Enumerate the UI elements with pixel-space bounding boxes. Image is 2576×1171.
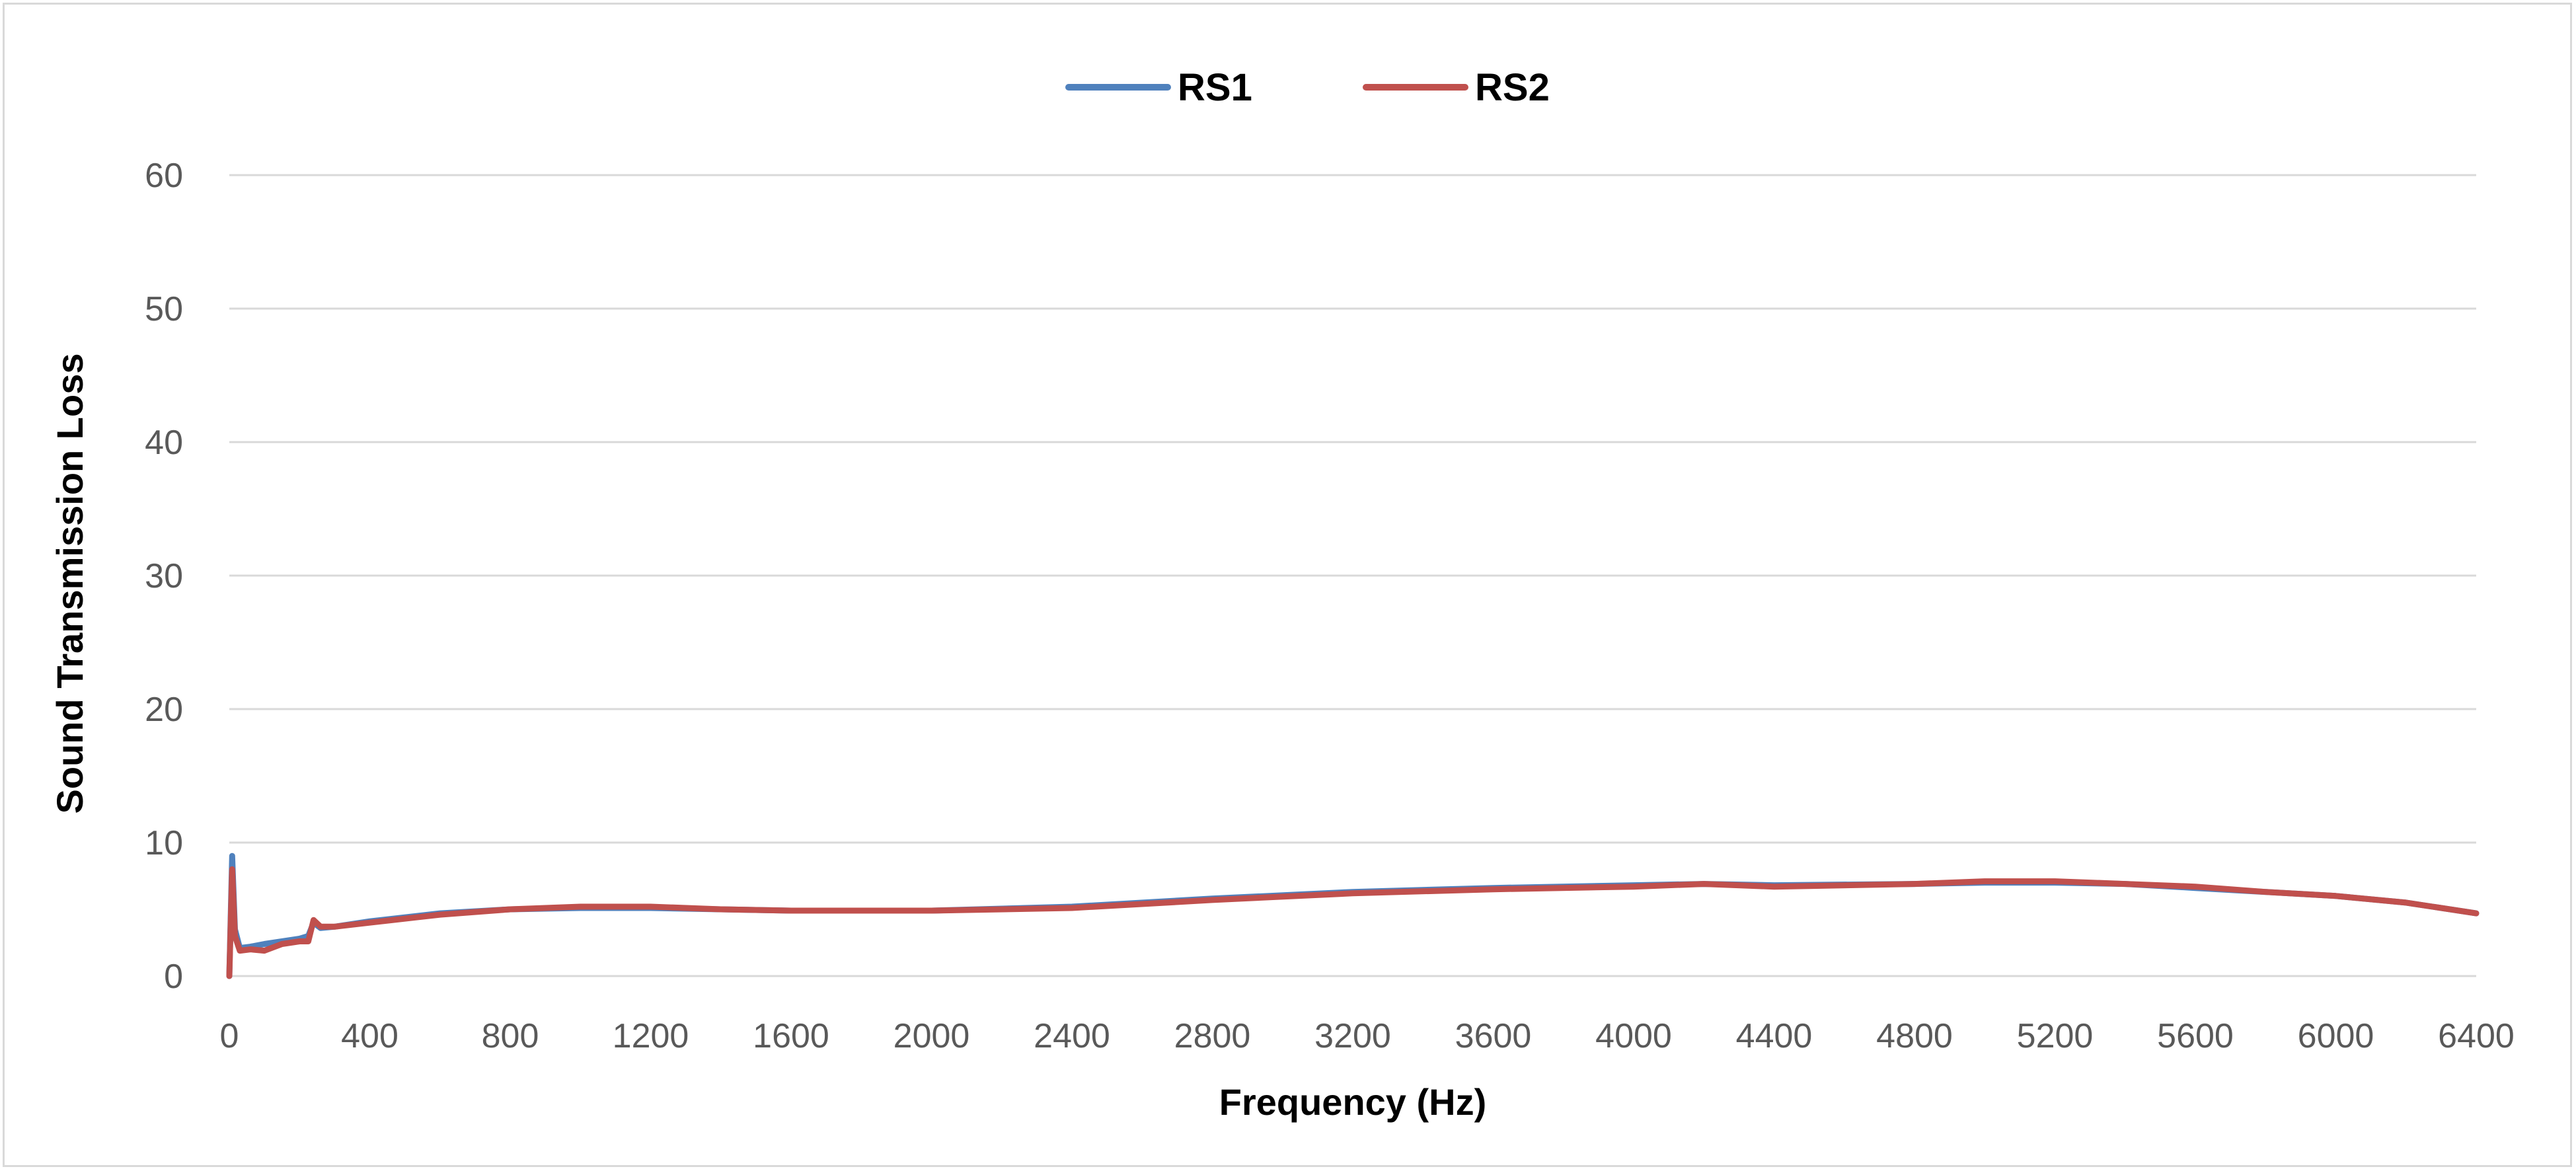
x-tick-label: 6000 <box>2298 1017 2374 1055</box>
y-tick-label: 50 <box>145 290 183 328</box>
x-axis-title: Frequency (Hz) <box>1219 1081 1487 1123</box>
x-tick-label: 1200 <box>613 1017 689 1055</box>
x-tick-label: 2400 <box>1034 1017 1110 1055</box>
x-tick-label: 5200 <box>2017 1017 2094 1055</box>
y-tick-label: 20 <box>145 691 183 729</box>
line-chart: 0 10 20 30 40 50 60 0 400 800 1200 1600 2000 2400 2800… <box>49 66 2515 1123</box>
x-tick-label: 1600 <box>753 1017 829 1055</box>
x-tick-label: 400 <box>341 1017 398 1055</box>
x-tick-label: 2800 <box>1174 1017 1251 1055</box>
legend: RS1 RS2 <box>1065 66 1550 109</box>
x-tick-label: 3200 <box>1314 1017 1391 1055</box>
x-tick-label: 3600 <box>1455 1017 1532 1055</box>
x-tick-label: 2000 <box>893 1017 970 1055</box>
chart-frame: 0 10 20 30 40 50 60 0 400 800 1200 1600 2000 2400 2800… <box>3 3 2572 1167</box>
legend-label-rs2: RS2 <box>1475 66 1550 109</box>
y-tick-label: 10 <box>145 824 183 862</box>
series-line-rs1 <box>226 852 2480 979</box>
x-tick-label: 0 <box>220 1017 239 1055</box>
x-tick-label: 4000 <box>1595 1017 1672 1055</box>
x-tick-label: 6400 <box>2438 1017 2515 1055</box>
x-tick-label: 4400 <box>1736 1017 1813 1055</box>
x-tick-label: 800 <box>482 1017 539 1055</box>
y-tick-label: 0 <box>164 958 183 996</box>
x-tick-label: 5600 <box>2157 1017 2234 1055</box>
axes: 0 10 20 30 40 50 60 0 400 800 1200 1600 2000 2400 2800… <box>145 157 2515 1055</box>
y-axis-title: Sound Transmission Loss <box>49 353 91 813</box>
series-line-rs2 <box>226 866 2480 979</box>
y-tick-label: 30 <box>145 557 183 595</box>
y-tick-label: 40 <box>145 424 183 462</box>
y-tick-label: 60 <box>145 157 183 195</box>
x-tick-label: 4800 <box>1876 1017 1953 1055</box>
gridlines <box>229 174 2476 844</box>
series-lines <box>226 852 2480 979</box>
legend-label-rs1: RS1 <box>1178 66 1252 109</box>
